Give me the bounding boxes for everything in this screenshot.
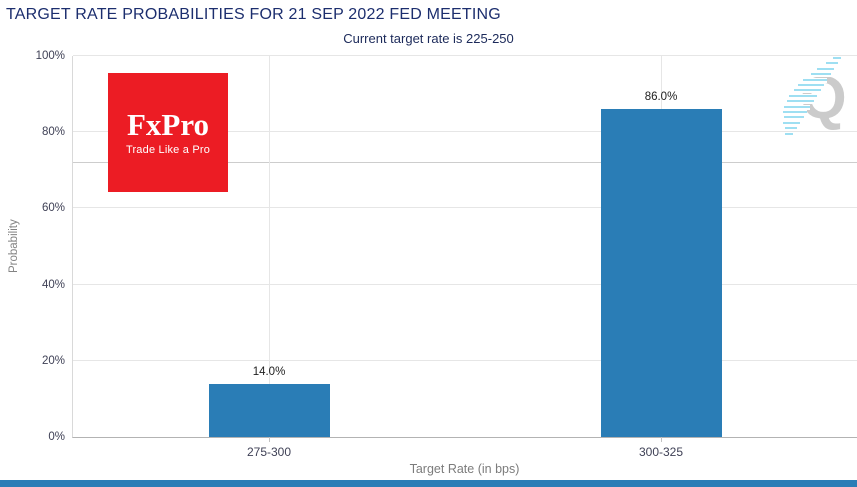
bottom-accent-bar bbox=[0, 480, 857, 487]
x-tick-mark bbox=[661, 437, 662, 442]
hatch-dash bbox=[786, 99, 814, 105]
y-gridline bbox=[73, 283, 857, 285]
hatch-dash bbox=[783, 110, 807, 115]
hatch-dash bbox=[789, 93, 818, 99]
y-tick-label: 100% bbox=[35, 50, 65, 62]
chart-subtitle: Current target rate is 225-250 bbox=[343, 31, 514, 46]
y-axis-title: Probability bbox=[8, 219, 20, 274]
plot-area: FxPro Trade Like a Pro Q 0% 20% 40% 60% 80% 1… bbox=[36, 50, 857, 459]
bar-value-label: 86.0% bbox=[644, 91, 678, 104]
chart-title: TARGET RATE PROBABILITIES FOR 21 SEP 202… bbox=[6, 6, 501, 23]
hatch-dash bbox=[783, 120, 801, 126]
fxpro-wordmark: FxPro bbox=[126, 107, 210, 142]
y-gridline bbox=[73, 55, 857, 56]
hatch-dash bbox=[810, 72, 831, 78]
y-tick-label: 20% bbox=[41, 354, 65, 367]
y-tick-label: 40% bbox=[41, 278, 65, 291]
bar-value-label: 14.0% bbox=[252, 365, 286, 378]
y-gridline bbox=[73, 207, 857, 209]
x-tick-label: 275-300 bbox=[246, 445, 292, 459]
y-gridline bbox=[73, 359, 857, 361]
hatch-dash bbox=[783, 115, 804, 121]
x-axis-title: Target Rate (in bps) bbox=[409, 462, 520, 476]
fxpro-tagline: Trade Like a Pro bbox=[125, 144, 211, 156]
x-tick-mark bbox=[269, 437, 270, 442]
x-gridline bbox=[269, 56, 270, 437]
hatch-dash bbox=[784, 126, 797, 132]
hatch-dash bbox=[785, 131, 794, 137]
x-tick-label: 300-325 bbox=[638, 445, 684, 459]
bar-275-300[interactable] bbox=[208, 383, 330, 437]
hatch-dash bbox=[803, 77, 828, 83]
hatch-dash bbox=[833, 56, 841, 61]
hatch-dash bbox=[793, 88, 821, 94]
y-tick-label: 80% bbox=[41, 126, 65, 139]
bar-300-325[interactable] bbox=[600, 109, 722, 437]
hatch-dash bbox=[817, 66, 835, 72]
hatch-dash bbox=[798, 83, 824, 88]
y-tick-label: 0% bbox=[48, 431, 65, 443]
y-tick-label: 60% bbox=[41, 202, 65, 215]
quandl-watermark: Q bbox=[741, 56, 857, 151]
hatch-dash bbox=[825, 61, 838, 67]
hatch-dash bbox=[784, 104, 811, 110]
crosshair-line bbox=[73, 161, 857, 163]
y-gridline bbox=[73, 131, 857, 133]
fxpro-logo: FxPro Trade Like a Pro bbox=[108, 73, 228, 192]
